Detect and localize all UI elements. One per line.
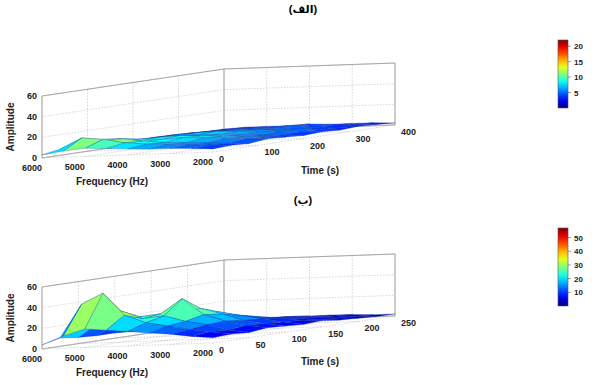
- surface: [42, 293, 395, 345]
- y-tick-label: 6000: [22, 163, 42, 173]
- x-tick-label: 300: [356, 134, 371, 144]
- colorbar-tick: [568, 264, 571, 265]
- panel-title: (ب): [294, 194, 313, 206]
- colorbar-tick-label: 15: [574, 58, 583, 67]
- grid-line: [266, 259, 267, 321]
- colorbar: [558, 228, 568, 306]
- y-axis-title: Frequency (Hz): [76, 176, 148, 187]
- grid-line: [224, 69, 225, 131]
- y-tick-label: 2000: [193, 348, 213, 358]
- z-tick-label: 0: [32, 153, 37, 163]
- y-tick-label: 4000: [107, 160, 127, 170]
- grid-line: [266, 68, 267, 130]
- y-tick-label: 3000: [150, 350, 170, 360]
- surface-cell: [63, 293, 103, 336]
- z-tick-label: 40: [27, 112, 37, 122]
- panel: (الف)20003000400050006000010020030040002…: [5, 3, 583, 187]
- y-tick-label: 2000: [193, 157, 213, 167]
- colorbar-tick-label: 30: [574, 261, 583, 270]
- z-axis-title: Amplitude: [5, 293, 16, 342]
- grid-line: [352, 65, 353, 127]
- x-tick-label: 0: [219, 154, 224, 164]
- grid-line: [309, 257, 310, 319]
- grid-line: [395, 254, 396, 316]
- x-tick-label: 200: [310, 141, 325, 151]
- axis-box: [42, 287, 43, 349]
- grid-line: [42, 287, 43, 349]
- grid-line: [170, 127, 352, 154]
- y-tick-label: 4000: [107, 351, 127, 361]
- x-tick-label: 250: [401, 318, 416, 328]
- grid-line: [309, 66, 310, 128]
- grid-line: [42, 90, 224, 117]
- z-tick-label: 60: [27, 282, 37, 292]
- colorbar-tick-label: 40: [574, 247, 583, 256]
- colorbar-tick: [568, 61, 571, 62]
- z-tick-label: 60: [27, 91, 37, 101]
- colorbar-tick: [568, 237, 571, 238]
- colorbar-tick-label: 50: [574, 234, 583, 243]
- x-tick-label: 0: [219, 345, 224, 355]
- x-tick-label: 200: [365, 323, 380, 333]
- colorbar-tick: [568, 46, 571, 47]
- z-tick-label: 20: [27, 132, 37, 142]
- x-tick-label: 50: [255, 340, 265, 350]
- figure: (الف)20003000400050006000010020030040002…: [0, 0, 609, 385]
- colorbar-tick: [568, 92, 571, 93]
- x-tick-label: 100: [265, 147, 280, 157]
- z-tick-label: 0: [32, 344, 37, 354]
- axis-box: [395, 63, 396, 125]
- panel: (ب)2000300040005000600005010015020025002…: [5, 194, 583, 378]
- panel-title: (الف): [289, 3, 318, 15]
- z-axis-title: Amplitude: [5, 102, 16, 151]
- grid-line: [352, 256, 353, 318]
- colorbar-tick-label: 10: [574, 73, 583, 82]
- y-axis-title: Frequency (Hz): [76, 367, 148, 378]
- grid-line: [224, 69, 225, 131]
- z-tick-label: 20: [27, 323, 37, 333]
- y-tick-label: 6000: [22, 354, 42, 364]
- colorbar-tick-label: 20: [574, 275, 583, 284]
- colorbar-tick: [568, 278, 571, 279]
- z-tick-label: 40: [27, 303, 37, 313]
- grid-line: [85, 130, 267, 157]
- grid-line: [42, 281, 224, 308]
- x-tick-label: 400: [401, 127, 416, 137]
- surface: [42, 123, 395, 155]
- colorbar-tick-label: 5: [574, 89, 579, 98]
- axis-box: [42, 260, 224, 287]
- grid-line: [395, 63, 396, 125]
- colorbar-tick: [568, 292, 571, 293]
- grid-line: [128, 128, 310, 155]
- grid-line: [42, 260, 224, 287]
- grid-line: [42, 96, 43, 158]
- colorbar-tick: [568, 251, 571, 252]
- grid-line: [178, 76, 179, 138]
- y-tick-label: 3000: [150, 159, 170, 169]
- x-tick-label: 150: [328, 329, 343, 339]
- x-axis-title: Time (s): [301, 356, 339, 367]
- colorbar: [558, 40, 568, 108]
- x-axis-title: Time (s): [301, 165, 339, 176]
- axis-box: [224, 69, 225, 131]
- y-tick-label: 5000: [65, 162, 85, 172]
- colorbar-tick-label: 10: [574, 288, 583, 297]
- axis-box: [395, 254, 396, 316]
- x-tick-label: 100: [292, 334, 307, 344]
- grid-line: [133, 83, 134, 145]
- colorbar-tick-label: 20: [574, 42, 583, 51]
- axis-box: [42, 96, 43, 158]
- surface-cell: [42, 138, 82, 155]
- colorbar-tick: [568, 77, 571, 78]
- y-tick-label: 5000: [65, 353, 85, 363]
- surface-cell: [42, 304, 82, 345]
